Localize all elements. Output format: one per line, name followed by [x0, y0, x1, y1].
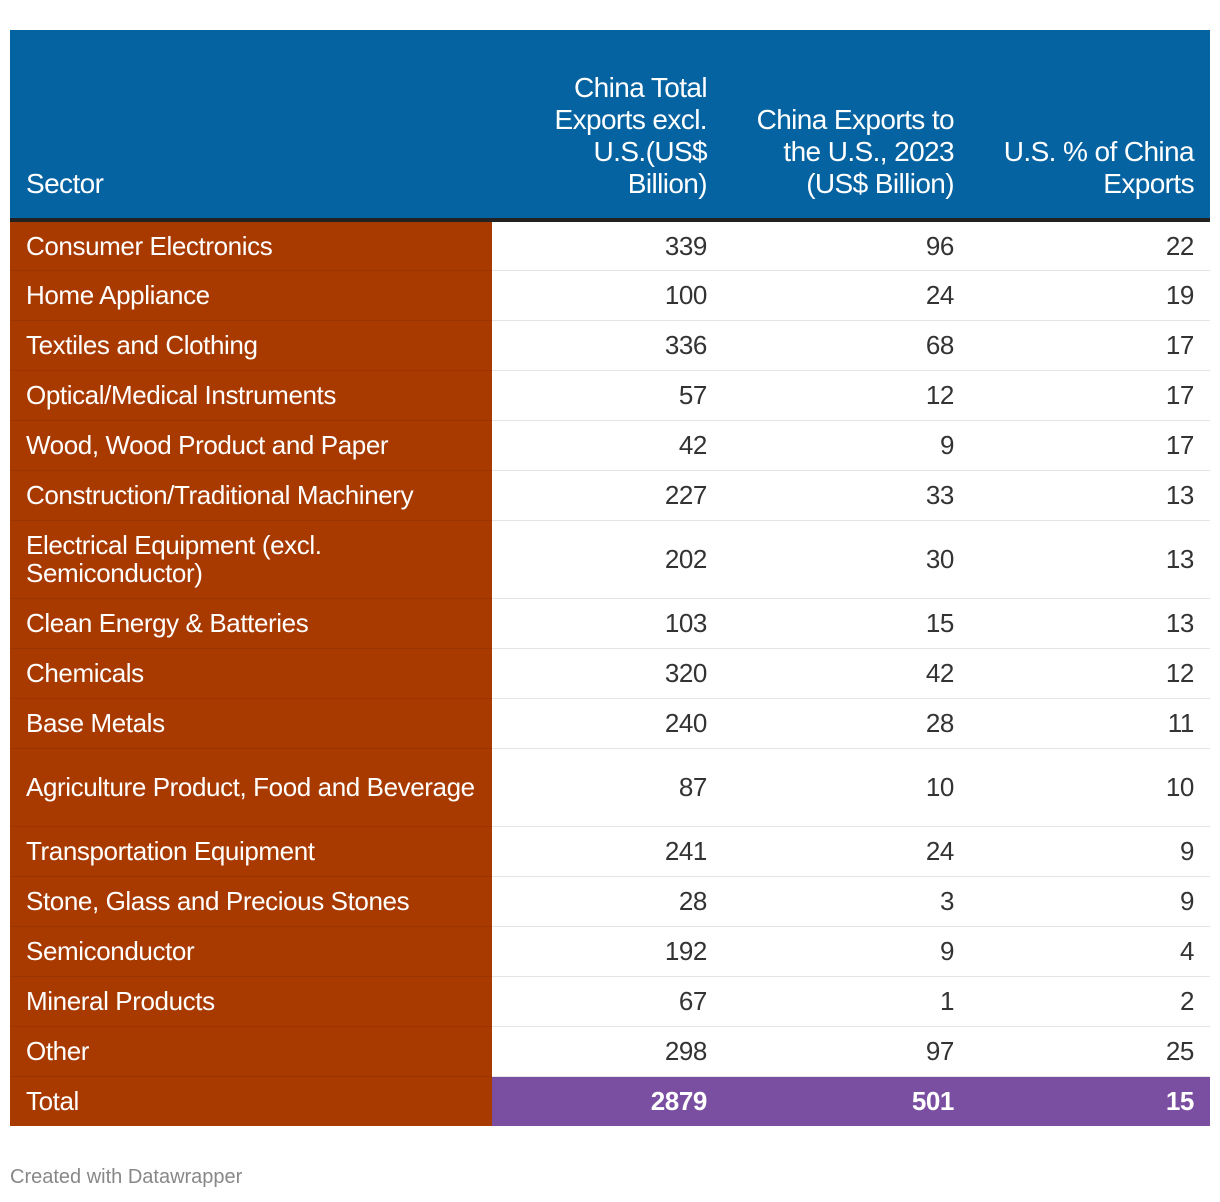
total-exports-excl-us-cell: 87	[492, 748, 723, 827]
column-header-us-percent[interactable]: U.S. % of China Exports	[970, 30, 1210, 222]
us-percent-cell: 9	[970, 826, 1210, 877]
sector-cell: Stone, Glass and Precious Stones	[10, 876, 492, 927]
table-row: Stone, Glass and Precious Stones 28 3 9	[10, 876, 1210, 927]
total-exports-excl-us-cell: 67	[492, 976, 723, 1027]
sector-cell: Total	[10, 1076, 492, 1126]
table-row: Home Appliance 100 24 19	[10, 270, 1210, 321]
exports-to-us-cell: 3	[723, 876, 970, 927]
us-percent-cell: 19	[970, 270, 1210, 321]
total-exports-excl-us-cell: 2879	[492, 1076, 723, 1126]
table-body: Consumer Electronics 339 96 22 Home Applianc…	[10, 220, 1210, 1126]
sector-cell: Chemicals	[10, 648, 492, 699]
exports-to-us-cell: 42	[723, 648, 970, 699]
us-percent-cell: 10	[970, 748, 1210, 827]
table-row: Transportation Equipment 241 24 9	[10, 826, 1210, 877]
us-percent-cell: 13	[970, 598, 1210, 649]
total-exports-excl-us-cell: 103	[492, 598, 723, 649]
total-exports-excl-us-cell: 320	[492, 648, 723, 699]
exports-to-us-cell: 96	[723, 220, 970, 271]
exports-to-us-cell: 1	[723, 976, 970, 1027]
table-row: Clean Energy & Batteries 103 15 13	[10, 598, 1210, 649]
exports-to-us-cell: 10	[723, 748, 970, 827]
us-percent-cell: 17	[970, 320, 1210, 371]
sector-cell: Optical/Medical Instruments	[10, 370, 492, 421]
us-percent-cell: 15	[970, 1076, 1210, 1126]
sector-cell: Transportation Equipment	[10, 826, 492, 877]
total-row: Total 2879 501 15	[10, 1076, 1210, 1126]
table-row: Construction/Traditional Machinery 227 33 1…	[10, 470, 1210, 521]
us-percent-cell: 2	[970, 976, 1210, 1027]
column-header-total-excl-us[interactable]: China Total Exports excl. U.S.(US$ Billi…	[492, 30, 723, 222]
total-exports-excl-us-cell: 241	[492, 826, 723, 877]
us-percent-cell: 17	[970, 420, 1210, 471]
exports-to-us-cell: 33	[723, 470, 970, 521]
table-row: Other 298 97 25	[10, 1026, 1210, 1077]
total-exports-excl-us-cell: 192	[492, 926, 723, 977]
sector-cell: Textiles and Clothing	[10, 320, 492, 371]
sector-cell: Wood, Wood Product and Paper	[10, 420, 492, 471]
total-exports-excl-us-cell: 298	[492, 1026, 723, 1077]
header-row: Sector China Total Exports excl. U.S.(US…	[10, 30, 1210, 222]
exports-to-us-cell: 12	[723, 370, 970, 421]
sector-cell: Agriculture Product, Food and Beverage	[10, 748, 492, 827]
total-exports-excl-us-cell: 28	[492, 876, 723, 927]
table-row: Wood, Wood Product and Paper 42 9 17	[10, 420, 1210, 471]
sector-cell: Mineral Products	[10, 976, 492, 1027]
data-table-container: Sector China Total Exports excl. U.S.(US…	[10, 30, 1210, 1126]
total-exports-excl-us-cell: 100	[492, 270, 723, 321]
sector-cell: Semiconductor	[10, 926, 492, 977]
us-percent-cell: 13	[970, 470, 1210, 521]
table-header: Sector China Total Exports excl. U.S.(US…	[10, 30, 1210, 222]
us-percent-cell: 9	[970, 876, 1210, 927]
table-row: Textiles and Clothing 336 68 17	[10, 320, 1210, 371]
us-percent-cell: 13	[970, 520, 1210, 599]
total-exports-excl-us-cell: 240	[492, 698, 723, 749]
total-exports-excl-us-cell: 339	[492, 220, 723, 271]
table-row: Chemicals 320 42 12	[10, 648, 1210, 699]
table-row: Mineral Products 67 1 2	[10, 976, 1210, 1027]
table-row: Agriculture Product, Food and Beverage 87…	[10, 748, 1210, 827]
sector-cell: Other	[10, 1026, 492, 1077]
total-exports-excl-us-cell: 57	[492, 370, 723, 421]
total-exports-excl-us-cell: 202	[492, 520, 723, 599]
sector-cell: Home Appliance	[10, 270, 492, 321]
total-exports-excl-us-cell: 227	[492, 470, 723, 521]
sector-cell: Construction/Traditional Machinery	[10, 470, 492, 521]
exports-to-us-cell: 68	[723, 320, 970, 371]
sector-cell: Base Metals	[10, 698, 492, 749]
exports-to-us-cell: 15	[723, 598, 970, 649]
table-row: Consumer Electronics 339 96 22	[10, 220, 1210, 271]
table-row: Base Metals 240 28 11	[10, 698, 1210, 749]
us-percent-cell: 17	[970, 370, 1210, 421]
exports-to-us-cell: 24	[723, 270, 970, 321]
exports-to-us-cell: 30	[723, 520, 970, 599]
datawrapper-credit: Created with Datawrapper	[10, 1166, 243, 1188]
exports-to-us-cell: 97	[723, 1026, 970, 1077]
us-percent-cell: 4	[970, 926, 1210, 977]
table-row: Electrical Equipment (excl. Semiconducto…	[10, 520, 1210, 599]
sector-cell: Consumer Electronics	[10, 220, 492, 271]
table-row: Optical/Medical Instruments 57 12 17	[10, 370, 1210, 421]
table-row: Semiconductor 192 9 4	[10, 926, 1210, 977]
us-percent-cell: 25	[970, 1026, 1210, 1077]
exports-to-us-cell: 9	[723, 926, 970, 977]
us-percent-cell: 12	[970, 648, 1210, 699]
exports-to-us-cell: 9	[723, 420, 970, 471]
total-exports-excl-us-cell: 336	[492, 320, 723, 371]
us-percent-cell: 11	[970, 698, 1210, 749]
total-exports-excl-us-cell: 42	[492, 420, 723, 471]
column-header-exports-to-us[interactable]: China Exports to the U.S., 2023 (US$ Bil…	[723, 30, 970, 222]
us-percent-cell: 22	[970, 220, 1210, 271]
exports-to-us-cell: 501	[723, 1076, 970, 1126]
exports-to-us-cell: 24	[723, 826, 970, 877]
sector-cell: Clean Energy & Batteries	[10, 598, 492, 649]
exports-table: Sector China Total Exports excl. U.S.(US…	[10, 30, 1210, 1126]
exports-to-us-cell: 28	[723, 698, 970, 749]
sector-cell: Electrical Equipment (excl. Semiconducto…	[10, 520, 492, 599]
column-header-sector[interactable]: Sector	[10, 30, 492, 222]
